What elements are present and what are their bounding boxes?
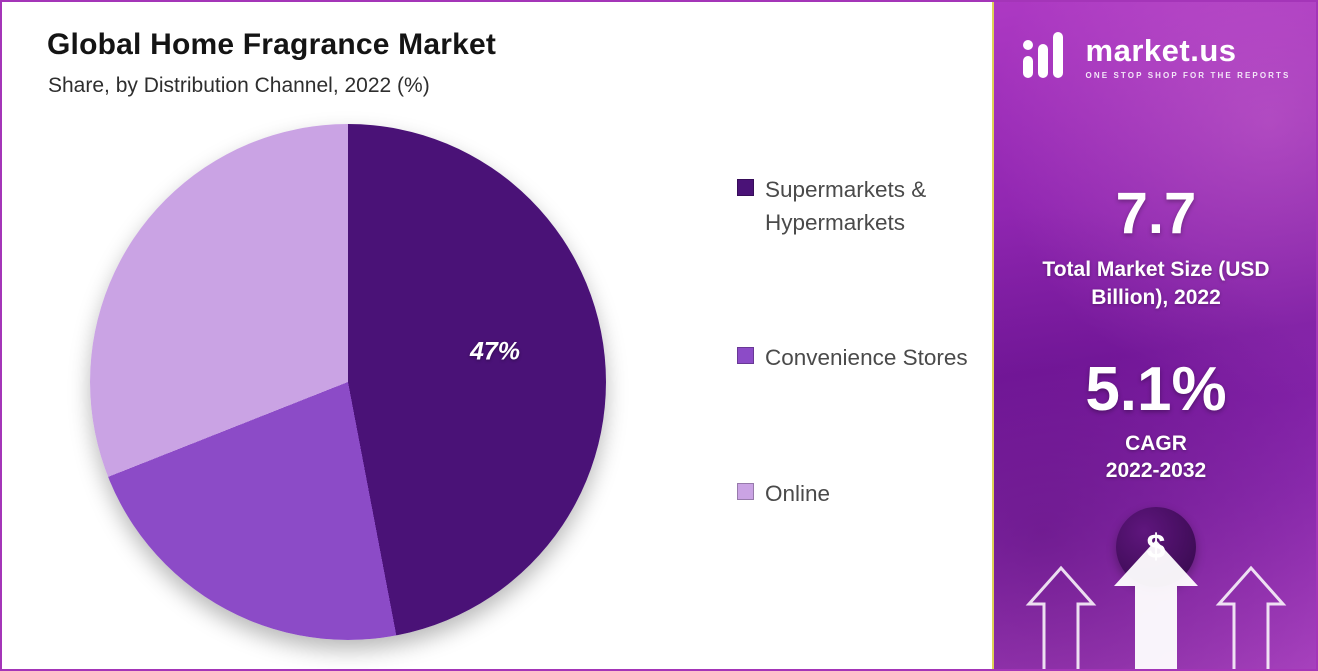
pie-slice-data-label: 47% — [469, 337, 521, 366]
stat-cagr-value: 5.1% — [1085, 355, 1227, 424]
legend-swatch-supermarkets-icon — [737, 179, 754, 196]
growth-arrows-icon — [1006, 540, 1306, 669]
legend-label: Convenience Stores — [765, 345, 968, 371]
legend-item-online: Online — [737, 478, 977, 511]
stat-cagr-label-line1: CAGR — [1125, 432, 1187, 455]
chart-area: Global Home Fragrance Market Share, by D… — [2, 2, 992, 669]
legend: Supermarkets & Hypermarkets Convenience … — [737, 174, 977, 511]
stat-cagr-label: CAGR 2022-2032 — [994, 430, 1316, 485]
chart-subtitle: Share, by Distribution Channel, 2022 (%) — [48, 74, 430, 97]
legend-label: Supermarkets & Hypermarkets — [765, 177, 927, 235]
legend-swatch-online-icon — [737, 482, 754, 500]
legend-item-supermarkets: Supermarkets & Hypermarkets — [737, 174, 977, 239]
logo-text-block: market.us ONE STOP SHOP FOR THE REPORTS — [1086, 35, 1291, 80]
stat-market-size-value: 7.7 — [1115, 181, 1197, 246]
legend-item-convenience: Convenience Stores — [737, 342, 977, 375]
logo: market.us ONE STOP SHOP FOR THE REPORTS — [994, 32, 1316, 83]
legend-swatch-convenience-icon — [737, 347, 754, 365]
pie-chart — [90, 124, 606, 640]
marketus-logo-icon — [1022, 32, 1074, 83]
stat-cagr-label-line2: 2022-2032 — [1105, 459, 1207, 483]
brand-panel: market.us ONE STOP SHOP FOR THE REPORTS … — [992, 2, 1316, 669]
pie-chart-wrap: 47% — [90, 124, 606, 640]
logo-name: market.us — [1085, 33, 1237, 68]
chart-title: Global Home Fragrance Market — [47, 28, 497, 61]
stat-market-size-label: Total Market Size (USD Billion), 2022 — [1042, 258, 1270, 310]
legend-label: Online — [765, 480, 831, 506]
logo-tagline: ONE STOP SHOP FOR THE REPORTS — [1085, 71, 1291, 80]
